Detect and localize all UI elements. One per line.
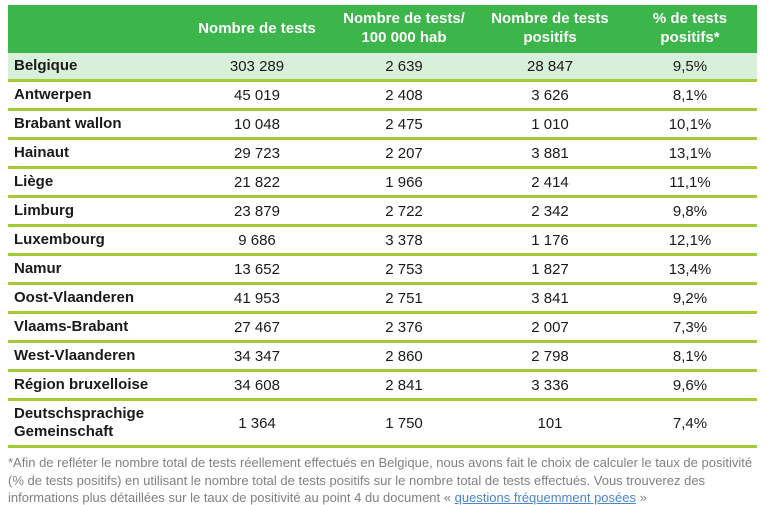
cell-positivity-rate: 7,4% [623, 399, 757, 448]
cell-region: Liège [8, 167, 183, 198]
cell-positivity-rate: 9,2% [623, 283, 757, 314]
cell-region: Luxembourg [8, 225, 183, 256]
cell-tests: 34 608 [183, 370, 331, 401]
cell-tests: 23 879 [183, 196, 331, 227]
cell-positivity-rate: 13,4% [623, 254, 757, 285]
cell-positive-tests: 2 342 [477, 196, 623, 227]
footnote: *Afin de refléter le nombre total de tes… [8, 454, 757, 505]
table-row: Hainaut 29 723 2 207 3 881 13,1% [8, 138, 757, 169]
cell-tests: 41 953 [183, 283, 331, 314]
table-row: Belgique 303 289 2 639 28 847 9,5% [8, 53, 757, 82]
table-row: Antwerpen 45 019 2 408 3 626 8,1% [8, 80, 757, 111]
cell-tests-per-100k: 2 207 [331, 138, 477, 169]
cell-positive-tests: 1 010 [477, 109, 623, 140]
table-row: Luxembourg 9 686 3 378 1 176 12,1% [8, 225, 757, 256]
tests-by-region-table: Nombre de tests Nombre de tests/ 100 000… [8, 5, 757, 448]
cell-positive-tests: 2 007 [477, 312, 623, 343]
cell-tests-per-100k: 2 639 [331, 53, 477, 82]
table-row: Limburg 23 879 2 722 2 342 9,8% [8, 196, 757, 227]
cell-positivity-rate: 9,8% [623, 196, 757, 227]
cell-positivity-rate: 10,1% [623, 109, 757, 140]
cell-positivity-rate: 11,1% [623, 167, 757, 198]
cell-positive-tests: 1 176 [477, 225, 623, 256]
cell-region: West-Vlaanderen [8, 341, 183, 372]
cell-region: Région bruxelloise [8, 370, 183, 401]
cell-positivity-rate: 9,5% [623, 53, 757, 82]
cell-positivity-rate: 12,1% [623, 225, 757, 256]
table-row: Vlaams-Brabant 27 467 2 376 2 007 7,3% [8, 312, 757, 343]
cell-tests: 29 723 [183, 138, 331, 169]
cell-tests-per-100k: 1 750 [331, 399, 477, 448]
cell-positivity-rate: 8,1% [623, 341, 757, 372]
cell-tests: 10 048 [183, 109, 331, 140]
table-row: Région bruxelloise 34 608 2 841 3 336 9,… [8, 370, 757, 401]
cell-positivity-rate: 9,6% [623, 370, 757, 401]
table-row: Oost-Vlaanderen 41 953 2 751 3 841 9,2% [8, 283, 757, 314]
cell-region: Antwerpen [8, 80, 183, 111]
cell-region: Namur [8, 254, 183, 285]
cell-region: Limburg [8, 196, 183, 227]
cell-positive-tests: 3 881 [477, 138, 623, 169]
cell-region: Brabant wallon [8, 109, 183, 140]
cell-tests: 21 822 [183, 167, 331, 198]
cell-tests-per-100k: 3 378 [331, 225, 477, 256]
table-header: Nombre de tests Nombre de tests/ 100 000… [8, 5, 757, 53]
cell-tests: 13 652 [183, 254, 331, 285]
cell-region: Oost-Vlaanderen [8, 283, 183, 314]
column-header-tests: Nombre de tests [183, 5, 331, 53]
table-row: Liège 21 822 1 966 2 414 11,1% [8, 167, 757, 198]
cell-positive-tests: 28 847 [477, 53, 623, 82]
table-row: Namur 13 652 2 753 1 827 13,4% [8, 254, 757, 285]
column-header-tests-per-100k: Nombre de tests/ 100 000 hab [331, 5, 477, 53]
cell-tests: 9 686 [183, 225, 331, 256]
cell-positive-tests: 1 827 [477, 254, 623, 285]
cell-positive-tests: 3 626 [477, 80, 623, 111]
cell-tests: 45 019 [183, 80, 331, 111]
cell-tests: 27 467 [183, 312, 331, 343]
cell-tests-per-100k: 2 751 [331, 283, 477, 314]
cell-tests: 34 347 [183, 341, 331, 372]
column-header-region [8, 5, 183, 53]
cell-region: Vlaams-Brabant [8, 312, 183, 343]
cell-positivity-rate: 8,1% [623, 80, 757, 111]
cell-tests: 303 289 [183, 53, 331, 82]
cell-positive-tests: 3 336 [477, 370, 623, 401]
cell-positive-tests: 3 841 [477, 283, 623, 314]
footnote-text-before-link: *Afin de refléter le nombre total de tes… [8, 455, 753, 505]
cell-positive-tests: 2 414 [477, 167, 623, 198]
cell-tests-per-100k: 2 753 [331, 254, 477, 285]
cell-tests-per-100k: 2 475 [331, 109, 477, 140]
column-header-positivity-rate: % de tests positifs* [623, 5, 757, 53]
cell-positive-tests: 2 798 [477, 341, 623, 372]
footnote-text-after-link: » [636, 490, 647, 505]
cell-positivity-rate: 13,1% [623, 138, 757, 169]
cell-tests: 1 364 [183, 399, 331, 448]
cell-tests-per-100k: 2 841 [331, 370, 477, 401]
header-row: Nombre de tests Nombre de tests/ 100 000… [8, 5, 757, 53]
cell-tests-per-100k: 2 408 [331, 80, 477, 111]
cell-tests-per-100k: 2 376 [331, 312, 477, 343]
table-row: West-Vlaanderen 34 347 2 860 2 798 8,1% [8, 341, 757, 372]
cell-region: Belgique [8, 53, 183, 82]
faq-link[interactable]: questions fréquemment posées [454, 490, 636, 505]
table-row: Brabant wallon 10 048 2 475 1 010 10,1% [8, 109, 757, 140]
table-body: Belgique 303 289 2 639 28 847 9,5% Antwe… [8, 53, 757, 448]
cell-tests-per-100k: 1 966 [331, 167, 477, 198]
column-header-positive-tests: Nombre de tests positifs [477, 5, 623, 53]
cell-positivity-rate: 7,3% [623, 312, 757, 343]
table-row: Deutschsprachige Gemeinschaft 1 364 1 75… [8, 399, 757, 448]
cell-region: Deutschsprachige Gemeinschaft [8, 399, 183, 448]
cell-region: Hainaut [8, 138, 183, 169]
cell-tests-per-100k: 2 722 [331, 196, 477, 227]
cell-tests-per-100k: 2 860 [331, 341, 477, 372]
cell-positive-tests: 101 [477, 399, 623, 448]
